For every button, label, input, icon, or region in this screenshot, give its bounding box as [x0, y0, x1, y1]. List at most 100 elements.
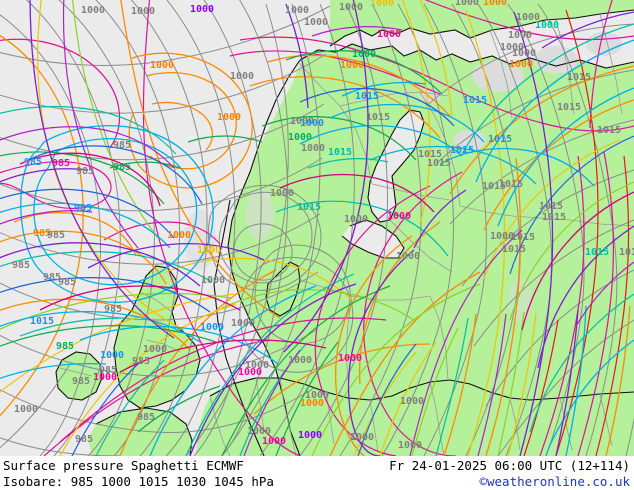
contour-label: 1000 [230, 71, 254, 82]
contour-label: 1000 [14, 404, 38, 415]
contour-label: 1000 [300, 398, 324, 409]
contour-label: 1000 [483, 0, 507, 8]
contour-label: 1000 [190, 4, 214, 15]
contour-label: 1000 [516, 12, 540, 23]
contour-label: 1000 [300, 118, 324, 129]
contour-label: 1000 [100, 350, 124, 361]
contour-label: 1015 [30, 316, 54, 327]
contour-label: 1000 [512, 48, 536, 59]
contour-label: 1015 [366, 112, 390, 123]
contour-label: 1000 [247, 426, 271, 437]
contour-label: 985 [47, 230, 65, 241]
contour-label: 1000 [143, 344, 167, 355]
contour-label: 1015 [297, 202, 321, 213]
contour-label: 1015 [542, 212, 566, 223]
contour-label: 1000 [377, 29, 401, 40]
contour-label: 1000 [338, 353, 362, 364]
ensemble-contours-red [523, 9, 630, 456]
contour-label: 1000 [290, 116, 314, 127]
contour-label: 1000 [304, 17, 328, 28]
contour-label: 1015 [539, 201, 563, 212]
contour-label: 1015 [488, 134, 512, 145]
map-footer: Surface pressure Spaghetti ECMWF Isobare… [0, 456, 634, 490]
contour-label: 1000 [455, 0, 479, 8]
contour-label: 985 [75, 434, 93, 445]
contour-label: 985 [12, 260, 30, 271]
footer-copyright[interactable]: ©weatheronline.co.uk [479, 474, 630, 489]
contour-label: 1000 [238, 367, 262, 378]
contour-label: 1000 [301, 143, 325, 154]
contour-label: 1000 [352, 49, 376, 60]
contour-label: 1015 [499, 179, 523, 190]
contour-label: 1000 [305, 390, 329, 401]
footer-isobar-levels: Isobare: 985 1000 1015 1030 1045 hPa [3, 474, 274, 489]
ensemble-contours-blue [0, 87, 634, 456]
contour-label: 1015 [619, 247, 634, 258]
contour-label: 985 [99, 365, 117, 376]
footer-valid-time: Fr 24-01-2025 06:00 UTC (12+114) [389, 458, 630, 473]
contour-label: 985 [72, 376, 90, 387]
contour-label: 1000 [508, 30, 532, 41]
contour-label: 1015 [482, 181, 506, 192]
contour-label: 985 [113, 162, 131, 173]
contour-label: 1000 [201, 275, 225, 286]
contour-label: 1000 [339, 2, 363, 13]
contour-label: 1015 [502, 244, 526, 255]
contour-label: 1000 [490, 231, 514, 242]
contour-label: 1000 [262, 436, 286, 447]
contour-label: 985 [56, 341, 74, 352]
contour-label: 1000 [81, 5, 105, 16]
contour-label: 1000 [350, 432, 374, 443]
ensemble-contours-purple [0, 0, 634, 456]
contour-label: 1000 [93, 372, 117, 383]
contour-label: 1000 [509, 59, 533, 70]
contour-label: 1015 [418, 149, 442, 160]
ensemble-contours-orange [0, 0, 634, 456]
contour-label: 1015 [511, 232, 535, 243]
contour-label: 1015 [463, 95, 487, 106]
contour-label: 1015 [567, 72, 591, 83]
contour-label: 1000 [150, 60, 174, 71]
ensemble-contours-violet [0, 0, 634, 456]
contour-label: 1000 [200, 322, 224, 333]
contour-label: 1000 [400, 396, 424, 407]
contour-label: 985 [74, 203, 92, 214]
contour-label: 985 [137, 412, 155, 423]
contour-labels: 985 9859859859859859859859859859859859859… [12, 0, 634, 451]
contour-label: 1000 [245, 360, 269, 371]
contour-label: 985 [52, 158, 70, 169]
contour-label: 1000 [370, 0, 394, 9]
ensemble-contours-cyan [0, 39, 634, 456]
contour-label: 1015 [427, 158, 451, 169]
contour-label: 1000 [270, 188, 294, 199]
contour-label: 985 [104, 304, 122, 315]
map-canvas[interactable]: 985 9859859859859859859859859859859859859… [0, 0, 634, 456]
contour-label: 1015 [355, 91, 379, 102]
contour-label: 1000 [285, 5, 309, 16]
contour-label: 1000 [535, 20, 559, 31]
contour-label: 1000 [344, 214, 368, 225]
contour-label: 1000 [298, 430, 322, 441]
contour-label: 1015 [450, 145, 474, 156]
contour-label: 1000 [288, 355, 312, 366]
contour-label: 985 [43, 272, 61, 283]
contour-label: 985 [33, 228, 51, 239]
contour-label: 1015 [328, 147, 352, 158]
contour-label: 1015 [597, 125, 621, 136]
contour-label: 1000 [288, 132, 312, 143]
contour-label: 1000 [500, 42, 524, 53]
contour-label: 985 [113, 140, 131, 151]
ensemble-contours-teal [0, 23, 634, 456]
footer-product-title: Surface pressure Spaghetti ECMWF [3, 458, 244, 473]
contour-label: 1000 [387, 211, 411, 222]
contour-label: 1000 [217, 112, 241, 123]
contour-label: 1000 [197, 245, 221, 256]
contour-label: 1000 [167, 230, 191, 241]
contour-label: 1000 [396, 251, 420, 262]
contour-label: 1000 [340, 60, 364, 71]
surface-pressure-spaghetti-map[interactable]: 985 985 985 985 985 985 985 985 985 985 985 985 985 9… [0, 0, 634, 456]
contour-label: 1000 [231, 318, 255, 329]
contour-label: 1000 [131, 6, 155, 17]
contour-label: 985 [76, 166, 94, 177]
